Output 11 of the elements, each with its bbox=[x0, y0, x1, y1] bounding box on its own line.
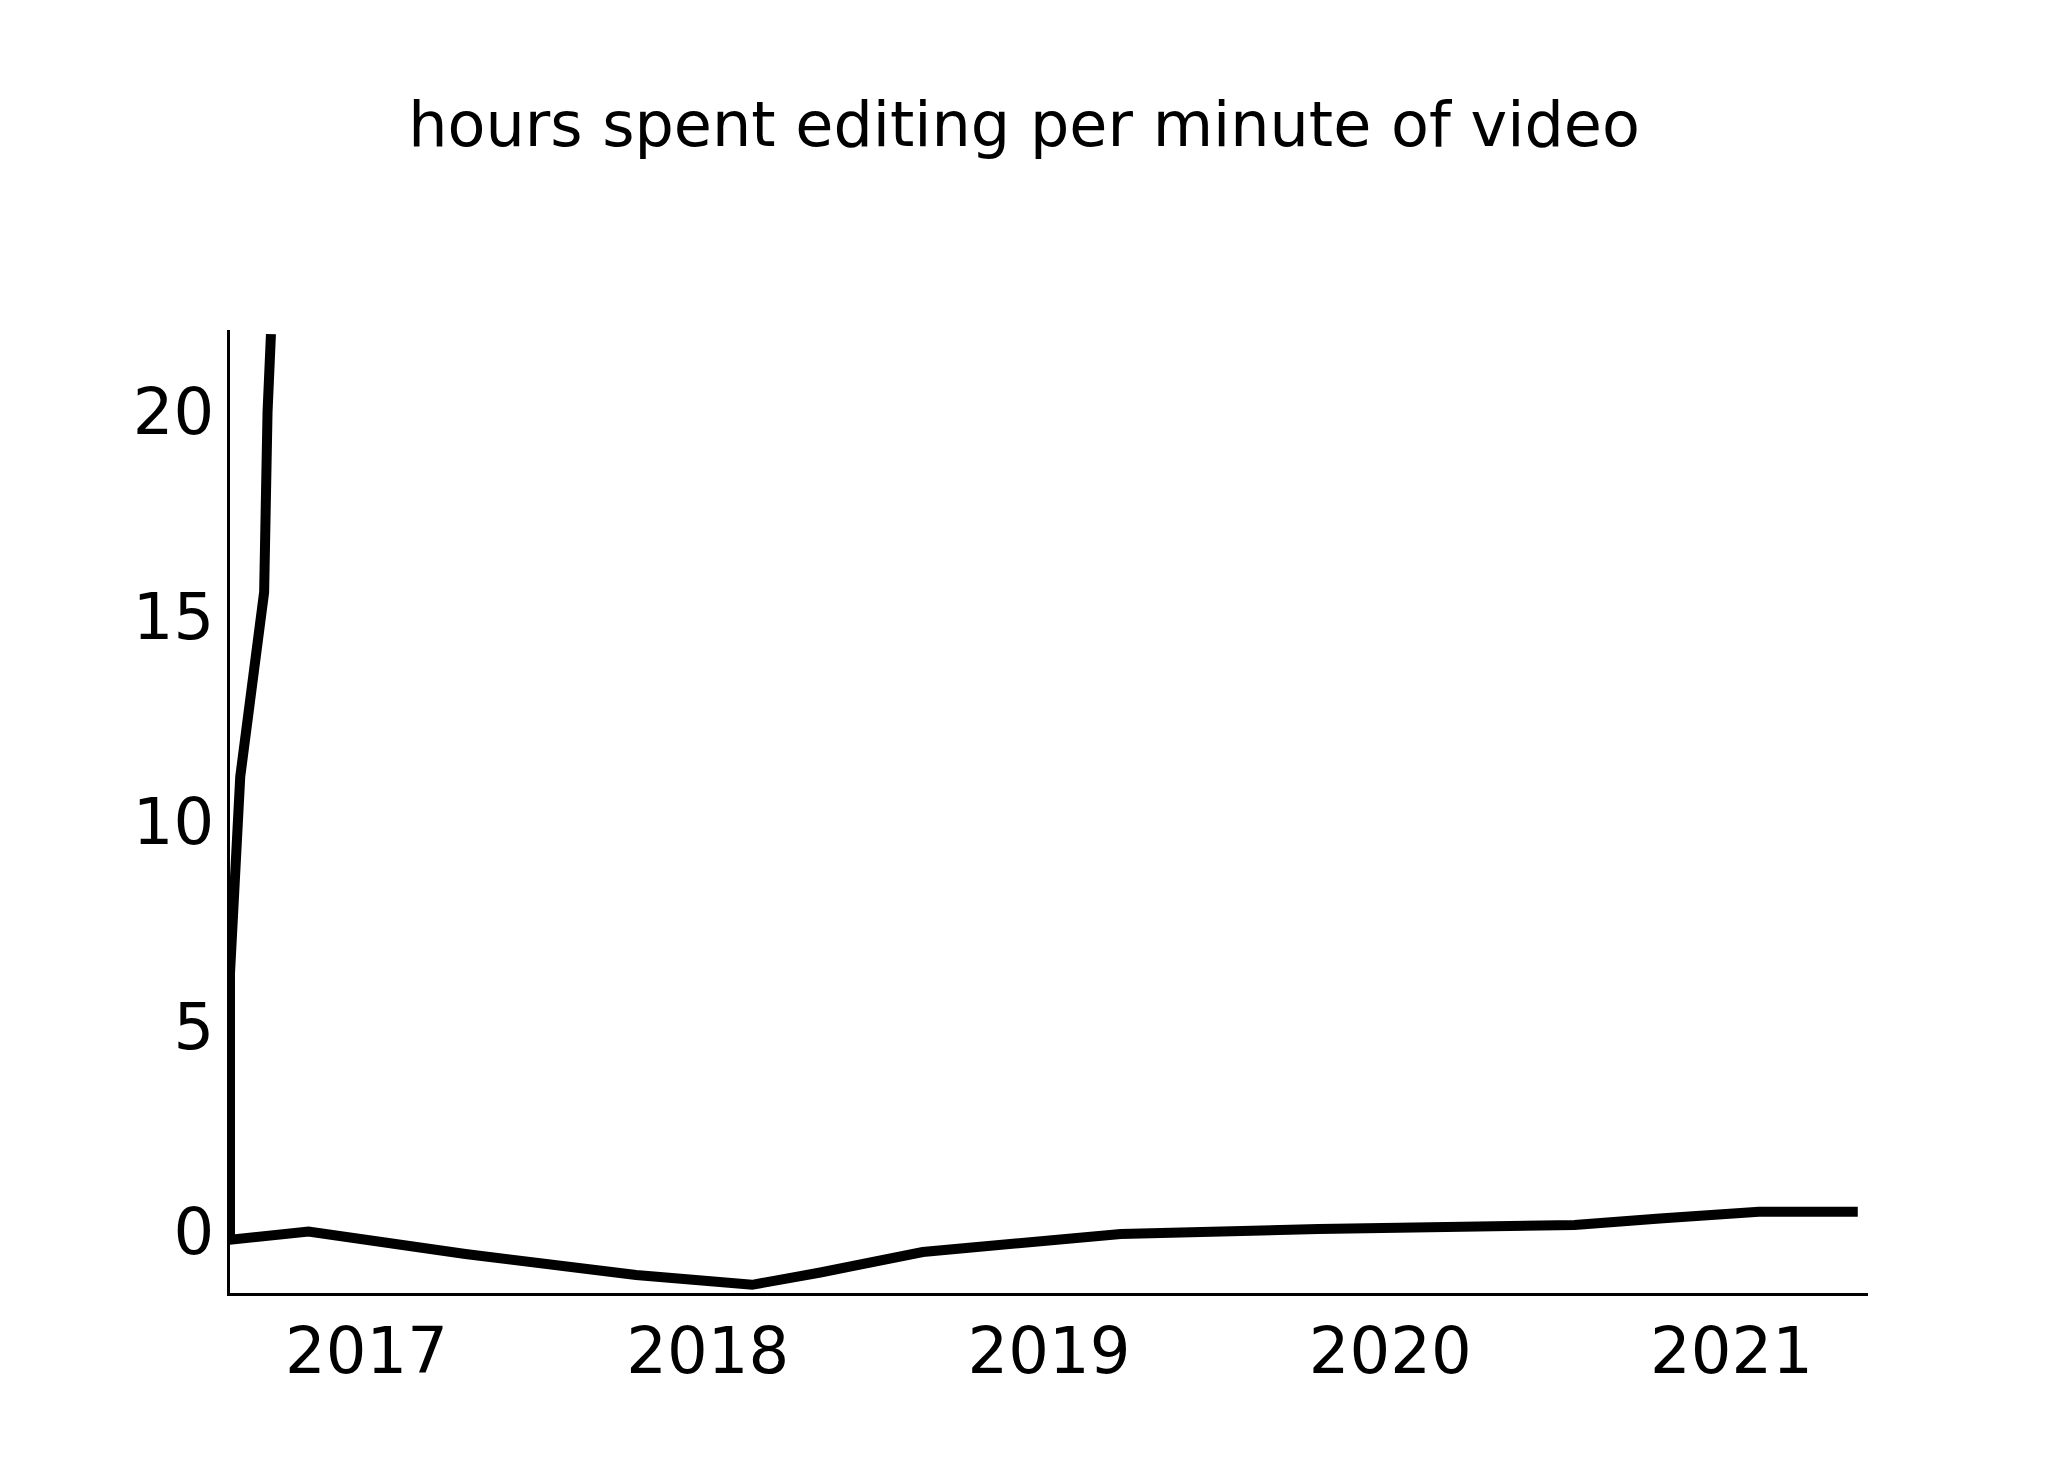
x-tick-label: 2018 bbox=[626, 1313, 790, 1388]
x-tick-label: 2021 bbox=[1650, 1313, 1813, 1388]
y-tick-label: 15 bbox=[132, 580, 215, 655]
y-tick-label: 10 bbox=[132, 785, 215, 860]
x-tick-label: 2019 bbox=[967, 1313, 1131, 1388]
chart-title: hours spent editing per minute of video bbox=[408, 87, 1640, 161]
y-tick-label: 5 bbox=[173, 990, 215, 1065]
x-tick-label: 2017 bbox=[285, 1313, 448, 1388]
y-tick-label: 0 bbox=[173, 1194, 215, 1269]
x-tick-label: 2020 bbox=[1308, 1313, 1472, 1388]
y-tick-label: 20 bbox=[132, 375, 215, 450]
